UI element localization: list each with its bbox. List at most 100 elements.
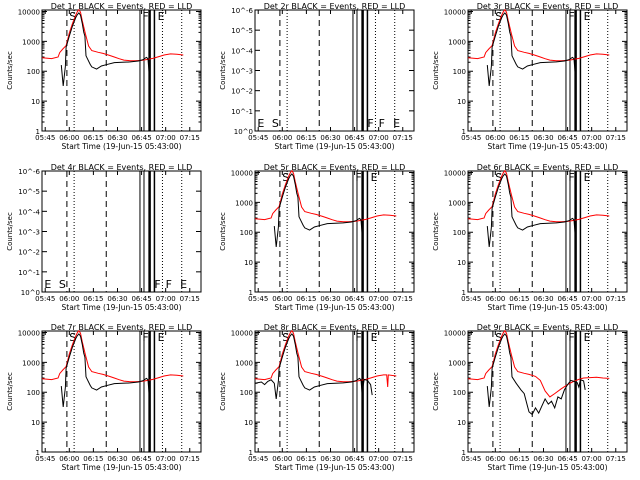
y-tick-label: 10^-6 xyxy=(231,7,253,15)
x-tick-label: 06:15 xyxy=(296,134,316,142)
y-tick-label: 1 xyxy=(36,128,40,136)
flag-label: E xyxy=(584,171,591,184)
x-tick-label: 06:15 xyxy=(83,455,103,463)
y-tick-label: 1 xyxy=(36,449,40,457)
flag-label: F xyxy=(379,117,385,130)
x-tick-label: 06:15 xyxy=(509,134,529,142)
y-tick-label: 10 xyxy=(31,419,40,427)
x-tick-label: 06:15 xyxy=(509,455,529,463)
y-tick-label: 10^-5 xyxy=(231,27,253,35)
x-tick-label: 07:00 xyxy=(582,134,602,142)
y-tick-label: 10 xyxy=(457,98,466,106)
x-tick-label: 06:30 xyxy=(107,295,127,303)
detector-panel-5: Det 5r BLACK = Events, RED = LLD Start Ti… xyxy=(219,163,415,312)
x-tick-label: 06:15 xyxy=(83,134,103,142)
y-tick-label: 10 xyxy=(457,419,466,427)
black-events-line xyxy=(486,333,586,416)
x-tick-label: 07:15 xyxy=(393,455,413,463)
flag-label: F xyxy=(355,171,361,184)
y-tick-label: 10 xyxy=(244,259,253,267)
x-tick-label: 05:45 xyxy=(248,134,268,142)
detector-panel-8: Det 8r BLACK = Events, RED = LLD Start Ti… xyxy=(219,323,415,472)
y-tick-label: 10^-1 xyxy=(18,269,40,277)
flag-label: S xyxy=(69,331,76,344)
flag-label: S xyxy=(272,117,279,130)
x-tick-label: 07:00 xyxy=(156,455,176,463)
black-events-line xyxy=(486,173,576,248)
y-tick-label: 100 xyxy=(453,68,466,76)
y-tick-label: 10^0 xyxy=(234,128,253,136)
flag-label: S xyxy=(59,278,66,291)
y-axis-label: Counts/sec xyxy=(432,212,440,251)
x-tick-label: 06:30 xyxy=(533,455,553,463)
x-tick-label: 07:15 xyxy=(393,295,413,303)
x-axis-label: Start Time (19-Jun-15 05:43:00) xyxy=(62,463,182,472)
red-lld-line xyxy=(41,329,184,383)
y-tick-label: 100 xyxy=(240,229,253,237)
flag-label: E xyxy=(257,117,264,130)
black-events-line xyxy=(60,12,150,87)
x-tick-label: 05:45 xyxy=(461,455,481,463)
x-tick-label: 06:00 xyxy=(59,455,79,463)
y-axis-label: Counts/sec xyxy=(6,51,14,90)
x-tick-label: 05:45 xyxy=(35,295,55,303)
x-axis-label: Start Time (19-Jun-15 05:43:00) xyxy=(275,463,395,472)
flag-label: E xyxy=(44,278,51,291)
y-tick-label: 10^-3 xyxy=(231,68,253,76)
panel-title: Det 7r BLACK = Events, RED = LLD xyxy=(51,323,193,332)
x-tick-label: 06:45 xyxy=(557,295,577,303)
flag-label: S xyxy=(495,331,502,344)
x-tick-label: 07:15 xyxy=(606,455,626,463)
y-tick-label: 10^-2 xyxy=(231,88,253,96)
x-axis-label: Start Time (19-Jun-15 05:43:00) xyxy=(62,142,182,151)
y-tick-label: 100 xyxy=(27,389,40,397)
x-tick-label: 05:45 xyxy=(35,455,55,463)
flag-label: E xyxy=(584,10,591,23)
x-tick-label: 05:45 xyxy=(248,455,268,463)
y-tick-label: 1000 xyxy=(235,359,253,367)
y-tick-label: 10000 xyxy=(444,169,466,177)
flag-label: E xyxy=(393,117,400,130)
x-tick-label: 06:45 xyxy=(131,134,151,142)
y-axis-label: Counts/sec xyxy=(219,212,227,251)
panel-title: Det 6r BLACK = Events, RED = LLD xyxy=(477,163,619,172)
x-tick-label: 06:30 xyxy=(107,134,127,142)
x-tick-label: 06:15 xyxy=(296,455,316,463)
panel-title: Det 3r BLACK = Events, RED = LLD xyxy=(477,2,619,11)
panel-title: Det 5r BLACK = Events, RED = LLD xyxy=(264,163,406,172)
x-axis-label: Start Time (19-Jun-15 05:43:00) xyxy=(488,303,608,312)
flag-label: E xyxy=(584,331,591,344)
x-tick-label: 06:00 xyxy=(59,134,79,142)
y-tick-label: 10000 xyxy=(444,329,466,337)
x-axis-label: Start Time (19-Jun-15 05:43:00) xyxy=(488,142,608,151)
x-tick-label: 06:00 xyxy=(485,295,505,303)
red-lld-line xyxy=(254,169,397,223)
x-tick-label: 06:15 xyxy=(296,295,316,303)
y-tick-label: 10000 xyxy=(231,169,253,177)
black-events-line xyxy=(254,333,373,399)
y-tick-label: 10000 xyxy=(444,8,466,16)
x-tick-label: 07:00 xyxy=(369,295,389,303)
y-tick-label: 100 xyxy=(453,229,466,237)
y-tick-label: 10^-4 xyxy=(231,47,253,55)
x-axis-label: Start Time (19-Jun-15 05:43:00) xyxy=(62,303,182,312)
plot-frame xyxy=(467,9,628,132)
y-tick-label: 10^-2 xyxy=(18,249,40,257)
x-tick-label: 06:00 xyxy=(485,455,505,463)
flag-label: S xyxy=(69,10,76,23)
y-tick-label: 10^-5 xyxy=(18,188,40,196)
x-tick-label: 06:45 xyxy=(344,134,364,142)
x-tick-label: 06:45 xyxy=(557,134,577,142)
black-events-line xyxy=(273,173,363,248)
y-tick-label: 1 xyxy=(462,449,466,457)
x-axis-label: Start Time (19-Jun-15 05:43:00) xyxy=(275,303,395,312)
x-tick-label: 06:00 xyxy=(485,134,505,142)
flag-label: F xyxy=(142,10,148,23)
x-tick-label: 06:30 xyxy=(107,455,127,463)
x-tick-label: 07:00 xyxy=(582,295,602,303)
x-tick-label: 06:45 xyxy=(344,455,364,463)
flag-label: S xyxy=(282,331,289,344)
x-tick-label: 06:00 xyxy=(272,134,292,142)
flag-label: E xyxy=(158,331,165,344)
detector-panel-4: Det 4r BLACK = Events, RED = LLD Start Ti… xyxy=(6,163,202,312)
